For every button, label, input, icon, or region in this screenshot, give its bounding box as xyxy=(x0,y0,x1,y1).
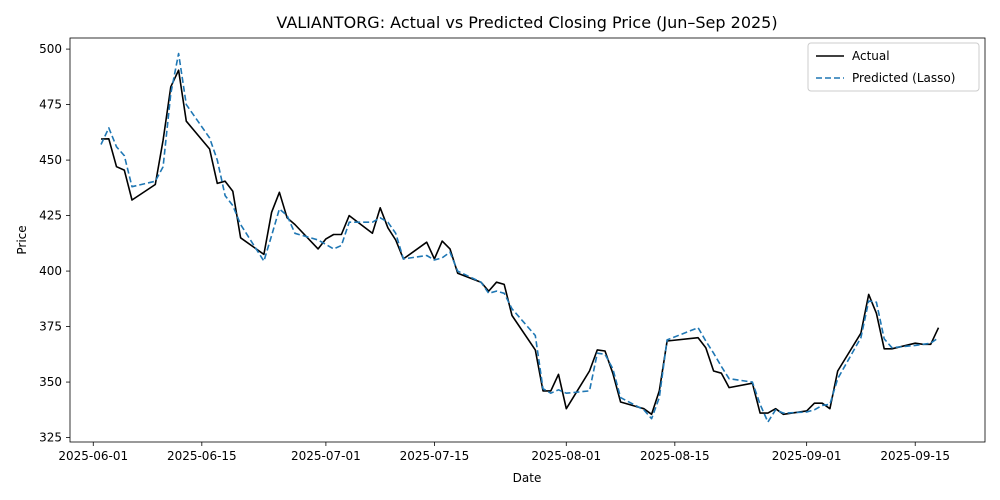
legend-label-actual: Actual xyxy=(852,49,890,63)
x-tick-label: 2025-07-01 xyxy=(291,449,361,463)
x-tick-label: 2025-06-01 xyxy=(58,449,128,463)
y-axis: 325 350 375 400 425 450 475 500 xyxy=(39,42,70,445)
x-axis-title: Date xyxy=(513,471,542,485)
legend-box xyxy=(807,42,980,92)
x-tick-label: 2025-08-01 xyxy=(531,449,601,463)
series-line-actual xyxy=(100,69,940,416)
plot-frame xyxy=(69,37,986,443)
legend-label-predicted: Predicted (Lasso) xyxy=(852,71,955,85)
series-layer xyxy=(100,52,940,423)
legend: Actual Predicted (Lasso) xyxy=(807,42,980,92)
y-axis-title: Price xyxy=(15,225,29,254)
x-tick-label: 2025-09-15 xyxy=(880,449,950,463)
y-tick-label: 375 xyxy=(39,320,62,334)
x-tick-label: 2025-09-01 xyxy=(772,449,842,463)
x-tick-label: 2025-06-15 xyxy=(167,449,237,463)
y-tick-label: 475 xyxy=(39,98,62,112)
y-tick-label: 450 xyxy=(39,153,62,167)
x-tick-label: 2025-07-15 xyxy=(400,449,470,463)
y-tick-label: 425 xyxy=(39,209,62,223)
series-line-predicted xyxy=(100,52,939,423)
x-tick-label: 2025-08-15 xyxy=(640,449,710,463)
y-tick-label: 350 xyxy=(39,375,62,389)
chart-title: VALIANTORG: Actual vs Predicted Closing … xyxy=(276,13,777,32)
y-tick-label: 400 xyxy=(39,264,62,278)
x-axis: 2025-06-01 2025-06-15 2025-07-01 2025-07-15… xyxy=(58,442,950,463)
y-tick-label: 325 xyxy=(39,431,62,445)
y-tick-label: 500 xyxy=(39,42,62,56)
